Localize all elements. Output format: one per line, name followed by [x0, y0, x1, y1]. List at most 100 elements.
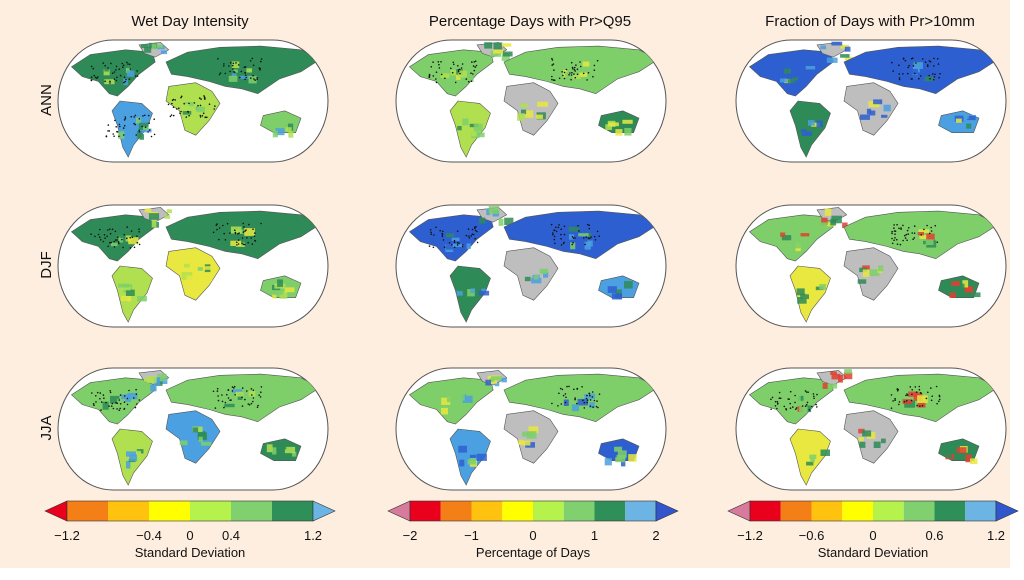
- grid-cell-patch: [539, 268, 549, 273]
- grid-cell-patch: [272, 291, 284, 296]
- world-map-djf-2: [735, 204, 1007, 328]
- grid-cell-patch: [118, 234, 124, 243]
- grid-cell-patch: [456, 290, 463, 296]
- grid-cell-patch: [493, 42, 503, 50]
- grid-cell-patch: [517, 113, 525, 121]
- grid-cell-patch: [491, 376, 502, 381]
- grid-cell-patch: [970, 458, 978, 464]
- grid-cell-patch: [186, 275, 196, 281]
- grid-cell-patch: [151, 219, 157, 228]
- grid-cell-patch: [272, 447, 277, 455]
- grid-cell-patch: [228, 75, 238, 82]
- grid-cell-patch: [798, 395, 804, 401]
- colorbar-tick-label: 0: [186, 528, 194, 543]
- grid-cell-patch: [621, 458, 626, 467]
- colorbar-title: Standard Deviation: [134, 545, 246, 560]
- grid-cell-patch: [523, 440, 531, 446]
- grid-cell-patch: [450, 228, 461, 232]
- grid-cell-patch: [239, 75, 251, 79]
- grid-cell-patch: [292, 451, 297, 457]
- grid-cell-patch: [624, 281, 633, 289]
- grid-cell-patch: [844, 46, 851, 52]
- grid-cell-patch: [805, 66, 816, 70]
- grid-cell-patch: [965, 288, 973, 293]
- colorbar-bin: [873, 501, 904, 521]
- grid-cell-patch: [237, 393, 243, 400]
- grid-cell-patch: [858, 428, 865, 434]
- grid-cell-patch: [126, 451, 136, 457]
- colorbar: [387, 500, 679, 522]
- grid-cell-patch: [564, 72, 573, 80]
- grid-cell-patch: [790, 395, 801, 403]
- grid-cell-patch: [951, 281, 960, 286]
- grid-cell-patch: [859, 441, 866, 448]
- grid-cell-patch: [622, 119, 633, 124]
- grid-cell-patch: [231, 61, 240, 69]
- grid-cell-patch: [907, 68, 918, 75]
- grid-cell-patch: [604, 458, 612, 466]
- grid-cell-patch: [925, 239, 934, 245]
- grid-cell-patch: [441, 407, 448, 415]
- grid-cell-patch: [110, 233, 121, 238]
- grid-cell-patch: [950, 121, 961, 127]
- grid-cell-patch: [203, 266, 214, 270]
- grid-cell-patch: [458, 445, 467, 453]
- stipple-south-america: [105, 114, 156, 138]
- grid-cell-patch: [471, 131, 477, 137]
- continent-south-america: [449, 100, 491, 158]
- grid-cell-patch: [840, 54, 850, 58]
- world-map-jja-1: [395, 367, 667, 491]
- grid-cell-patch: [276, 443, 287, 450]
- grid-cell-patch: [563, 399, 569, 406]
- grid-cell-patch: [617, 450, 627, 458]
- grid-cell-patch: [248, 391, 256, 397]
- grid-cell-patch: [127, 392, 138, 400]
- grid-cell-patch: [800, 233, 810, 237]
- colorbar-bin: [934, 501, 966, 521]
- stipple-eurasia: [891, 223, 939, 246]
- grid-cell-patch: [615, 129, 623, 136]
- grid-cell-patch: [279, 124, 284, 129]
- grid-cell-patch: [458, 285, 465, 292]
- world-map-djf-1: [395, 204, 667, 328]
- grid-cell-patch: [800, 129, 807, 133]
- continent-north-america: [409, 214, 494, 262]
- grid-cell-patch: [792, 240, 802, 249]
- grid-cell-patch: [197, 267, 203, 271]
- grid-cell-patch: [144, 47, 152, 53]
- grid-cell-patch: [873, 441, 881, 448]
- grid-cell-patch: [831, 215, 842, 224]
- stipple-north-america: [91, 388, 141, 411]
- grid-cell-patch: [918, 229, 930, 233]
- grid-cell-patch: [781, 397, 790, 403]
- grid-cell-patch: [470, 288, 475, 293]
- grid-cell-patch: [840, 44, 849, 49]
- grid-cell-patch: [248, 75, 257, 84]
- grid-cell-patch: [858, 437, 864, 442]
- grid-cell-patch: [624, 128, 632, 136]
- grid-cell-patch: [120, 233, 128, 238]
- stipple-eurasia: [212, 222, 262, 246]
- grid-cell-patch: [501, 53, 510, 61]
- grid-cell-patch: [246, 68, 252, 73]
- grid-cell-patch: [822, 383, 828, 389]
- grid-cell-patch: [862, 430, 872, 437]
- continent-africa: [165, 247, 221, 301]
- colorbar-tick-label: 0.4: [221, 528, 241, 543]
- continent-north-america: [749, 214, 834, 262]
- grid-cell-patch: [473, 123, 483, 132]
- grid-cell-patch: [820, 45, 827, 50]
- grid-cell-patch: [277, 279, 283, 287]
- grid-cell-patch: [820, 449, 830, 456]
- grid-cell-patch: [571, 74, 581, 79]
- grid-cell-patch: [121, 295, 131, 302]
- colorbar-bin: [533, 501, 564, 521]
- colorbar-bin: [190, 501, 231, 521]
- grid-cell-patch: [126, 460, 131, 469]
- grid-cell-patch: [478, 290, 490, 296]
- grid-cell-patch: [926, 233, 935, 241]
- grid-cell-patch: [504, 217, 514, 225]
- grid-cell-patch: [570, 242, 576, 250]
- grid-cell-patch: [231, 73, 237, 77]
- grid-cell-patch: [881, 438, 886, 444]
